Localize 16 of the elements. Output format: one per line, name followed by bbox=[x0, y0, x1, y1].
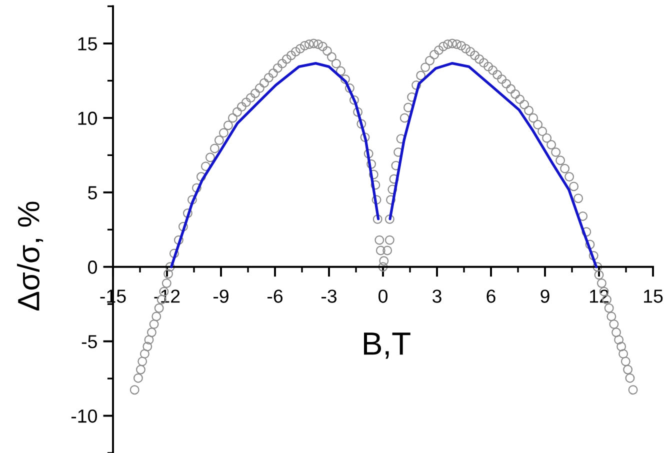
x-tick-label: 9 bbox=[540, 290, 550, 303]
x-axis-title: B,T bbox=[364, 332, 410, 359]
y-tick-label: 10 bbox=[78, 112, 97, 125]
x-tick-label: -6 bbox=[267, 290, 283, 303]
y-axis-title: Δσ/σ, % bbox=[17, 202, 44, 310]
x-tick-label: 3 bbox=[432, 290, 442, 303]
y-tick-label: 5 bbox=[88, 186, 97, 200]
x-tick-label: 15 bbox=[644, 290, 663, 303]
x-tick-label: -3 bbox=[321, 290, 337, 303]
y-tick-label: -10 bbox=[71, 409, 97, 423]
y-tick-label: 15 bbox=[78, 37, 97, 50]
y-tick-label: 0 bbox=[88, 260, 97, 274]
x-tick-label: 0 bbox=[378, 290, 388, 303]
y-tick-label: -5 bbox=[82, 335, 97, 348]
x-tick-label: -9 bbox=[213, 290, 228, 303]
x-tick-label: 6 bbox=[486, 290, 496, 303]
